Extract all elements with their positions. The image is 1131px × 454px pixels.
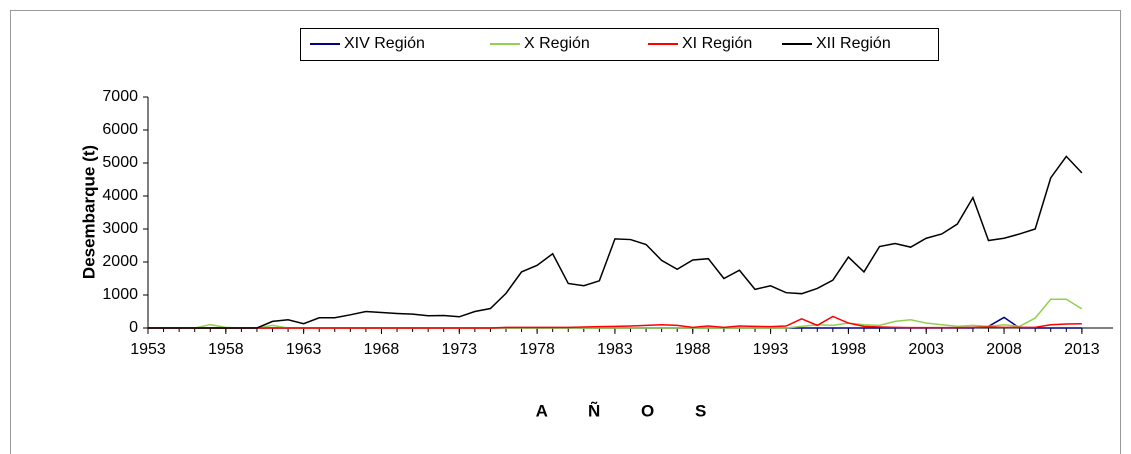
legend-label: XII Región [816, 35, 891, 52]
x-tick-label: 1953 [130, 341, 166, 358]
series-line [148, 298, 1083, 329]
x-tick-label: 1998 [831, 341, 867, 358]
x-tick-label: 1968 [364, 341, 400, 358]
series-line [148, 315, 1082, 329]
y-tick-label: 4000 [102, 187, 138, 204]
legend-box [300, 28, 939, 61]
x-tick-label: 1978 [519, 341, 555, 358]
legend-label: X Región [524, 35, 590, 52]
legend-label: XIV Región [344, 35, 425, 52]
x-tick-label: 2003 [908, 341, 944, 358]
y-tick-label: 0 [129, 319, 138, 336]
y-axis-label: Desembarque (t) [79, 145, 98, 279]
x-tick-label: 1963 [286, 341, 322, 358]
y-tick-label: 3000 [102, 220, 138, 237]
x-tick-label: 1993 [753, 341, 789, 358]
x-axis-label: A Ñ O S [536, 400, 725, 420]
x-tick-label: 1958 [208, 341, 244, 358]
frame [10, 10, 1121, 454]
x-tick-label: 2008 [986, 341, 1022, 358]
x-tick-label: 1983 [597, 341, 633, 358]
x-tick-label: 1973 [441, 341, 477, 358]
y-tick-label: 2000 [102, 253, 138, 270]
y-tick-label: 5000 [102, 154, 138, 171]
y-tick-label: 7000 [102, 88, 138, 105]
y-tick-label: 1000 [102, 286, 138, 303]
series-line [148, 155, 1083, 329]
x-tick-label: 1988 [675, 341, 711, 358]
x-tick-label: 2013 [1064, 341, 1100, 358]
legend-label: XI Región [682, 35, 752, 52]
y-tick-label: 6000 [102, 121, 138, 138]
